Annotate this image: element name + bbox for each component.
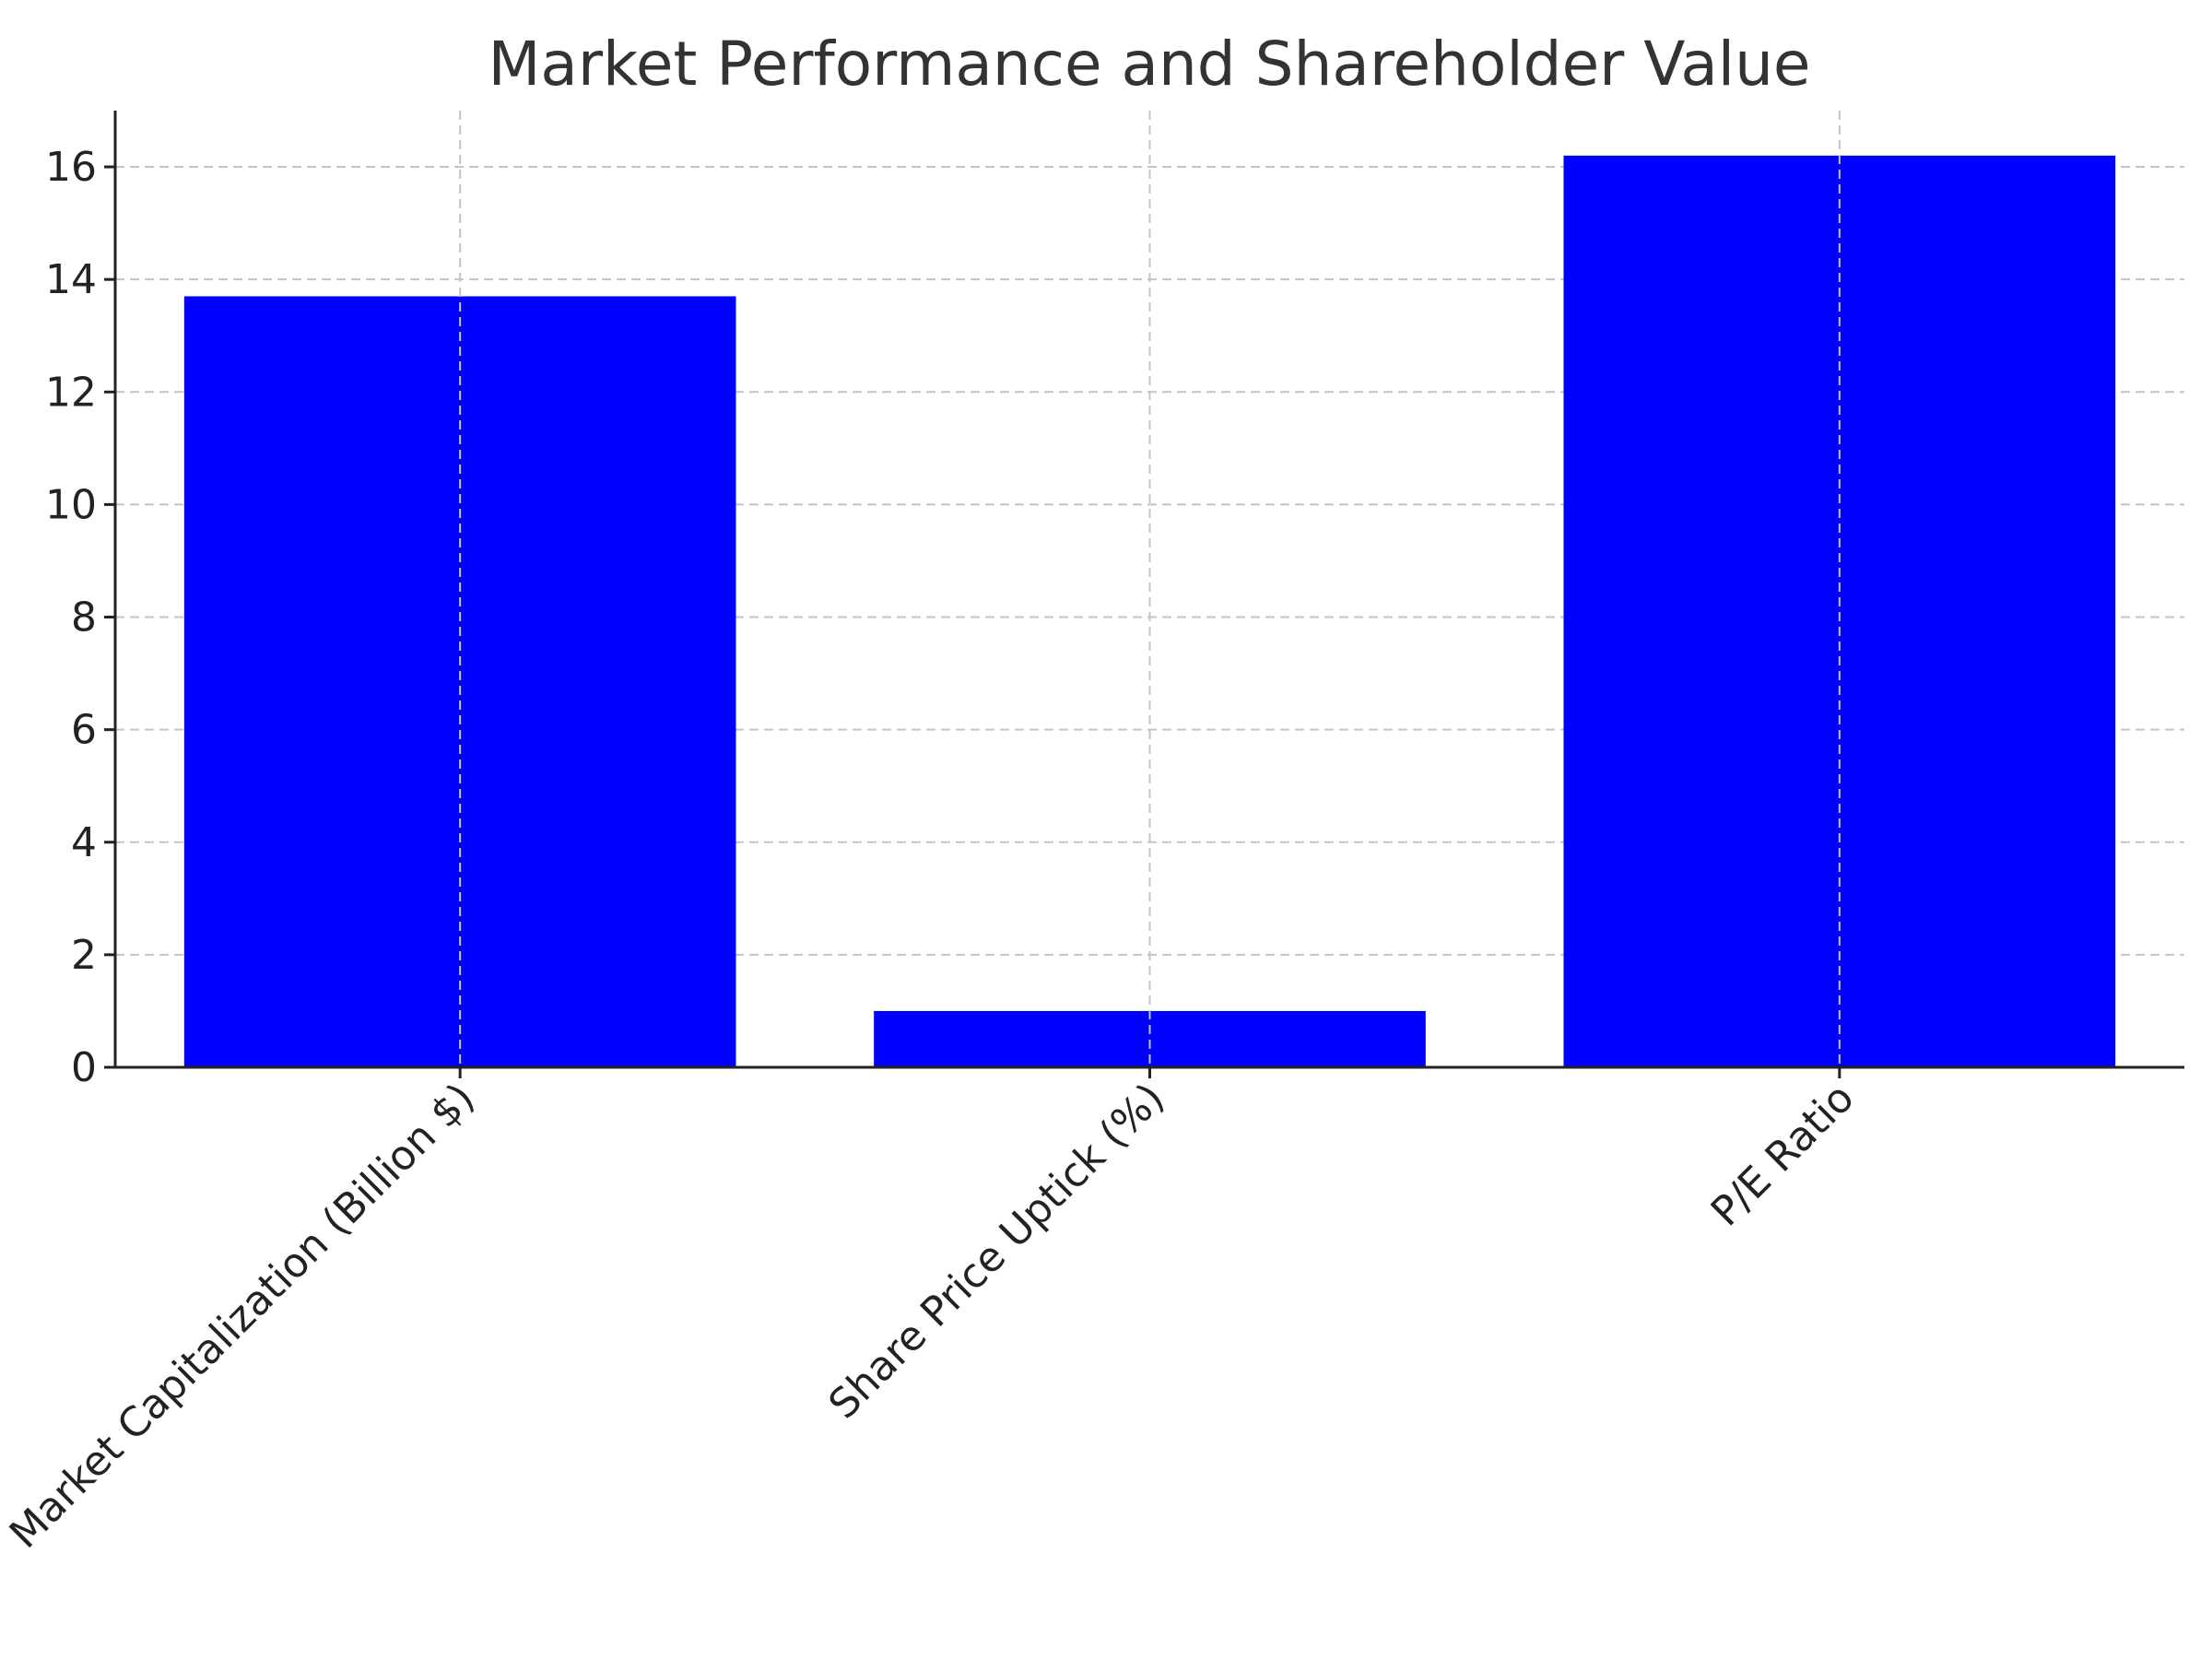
y-tick-label: 12	[45, 369, 97, 416]
x-grid-layer	[459, 111, 1841, 1067]
x-ticks-layer: Market Capitalization (Billion $) Share P…	[1, 1067, 1864, 1558]
y-tick-label: 4	[71, 819, 97, 866]
x-tick-label: P/E Ratio	[1702, 1075, 1864, 1236]
chart-title: Market Performance and Shareholder Value	[488, 29, 1810, 100]
y-ticks-layer: 0 2 4 6 8 10 12 14 16	[45, 144, 115, 1091]
y-tick-label: 6	[71, 707, 97, 754]
y-tick-label: 0	[71, 1044, 97, 1091]
y-tick-label: 10	[45, 481, 97, 528]
y-tick-label: 8	[71, 594, 97, 641]
y-tick-label: 16	[45, 144, 97, 191]
x-tick-label: Market Capitalization (Billion $)	[1, 1075, 484, 1558]
y-tick-label: 2	[71, 932, 97, 979]
y-tick-label: 14	[45, 256, 97, 303]
x-tick-label: Share Price Uptick (%)	[820, 1075, 1174, 1429]
